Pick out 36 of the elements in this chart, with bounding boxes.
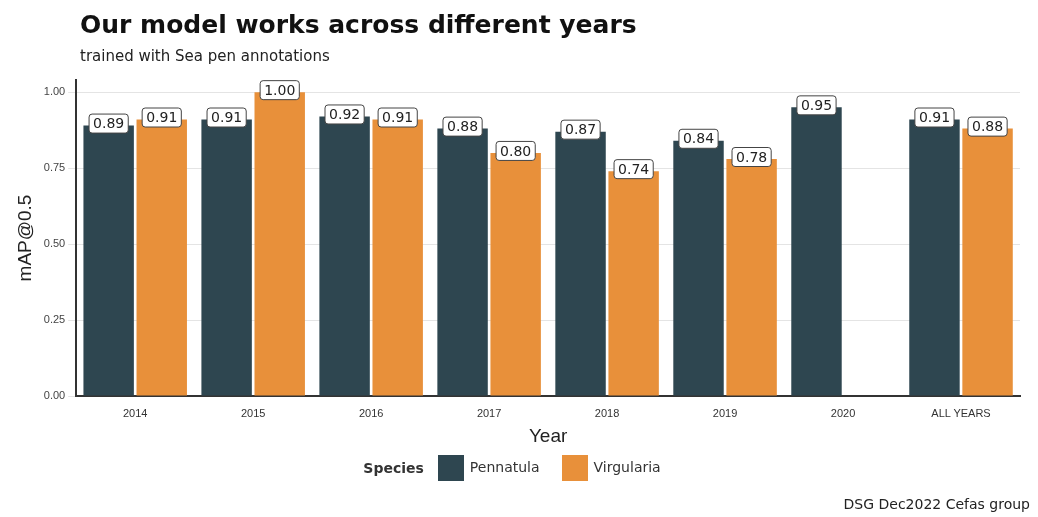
x-tick-label: 2014 bbox=[122, 406, 148, 419]
text: DSG Dec2022 Cefas group bbox=[843, 496, 1030, 512]
data-label: 0.91 bbox=[211, 109, 243, 126]
data-label: 0.91 bbox=[918, 109, 951, 126]
x-tick-label: ALL YEARS bbox=[931, 406, 991, 419]
data-label: 0.84 bbox=[682, 130, 715, 147]
x-tick-label: 2017 bbox=[476, 406, 502, 419]
data-label: 0.88 bbox=[971, 118, 1004, 135]
data-label: 0.91 bbox=[382, 109, 414, 126]
x-tick-label: 2016 bbox=[358, 406, 384, 419]
chart-title: Our model works across different years bbox=[80, 10, 637, 39]
data-label: 1.00 bbox=[264, 81, 296, 98]
chart-subtitle: trained with Sea pen annotations bbox=[80, 47, 330, 65]
x-axis-title: Year bbox=[528, 424, 568, 446]
data-label: 0.74 bbox=[618, 160, 650, 177]
y-tick-label: 0.50 bbox=[43, 237, 66, 250]
x-tick-label: 2018 bbox=[594, 406, 620, 419]
x-tick-label: 2019 bbox=[712, 406, 738, 419]
y-tick-label: 0.75 bbox=[43, 161, 66, 174]
y-tick-label: 0.25 bbox=[43, 313, 66, 326]
legend-title: Species bbox=[363, 460, 424, 476]
data-label: 0.91 bbox=[146, 109, 178, 126]
legend-label: Virgularia bbox=[592, 458, 661, 477]
y-axis-title: mAP@0.5 bbox=[13, 194, 35, 282]
data-label: 0.92 bbox=[329, 106, 361, 123]
x-tick-label: 2015 bbox=[240, 406, 266, 419]
data-label: 0.80 bbox=[500, 142, 532, 159]
data-label: 0.87 bbox=[564, 121, 597, 138]
legend-label: Pennatula bbox=[468, 458, 540, 477]
data-label: 0.95 bbox=[800, 96, 833, 113]
data-label: 0.89 bbox=[93, 115, 125, 132]
x-tick-label: 2020 bbox=[830, 406, 856, 419]
y-tick-label: 0.00 bbox=[43, 389, 66, 402]
data-label: 0.88 bbox=[446, 118, 479, 135]
y-tick-label: 1.00 bbox=[43, 85, 66, 98]
data-label: 0.78 bbox=[736, 148, 768, 165]
